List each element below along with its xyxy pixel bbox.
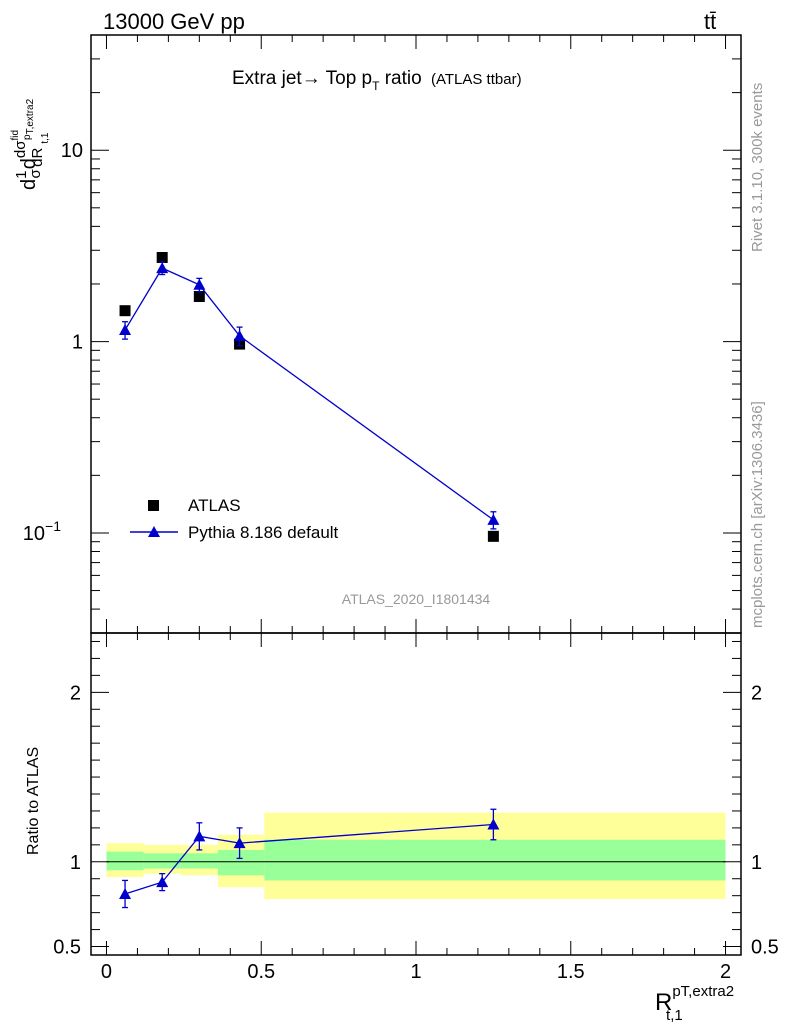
y-axis-ticks-ratio: 0.5 0.5 1 1 2 2 (53, 640, 779, 959)
y-tick-label: 1 (72, 332, 83, 354)
series-pythia (119, 261, 500, 530)
legend-label-atlas: ATLAS (188, 496, 241, 515)
legend-marker-pythia (148, 526, 160, 537)
legend-marker-atlas (148, 500, 159, 511)
rivet-label: Rivet 3.1.10, 300k events (749, 83, 766, 252)
data-point-pythia (119, 323, 132, 335)
data-point-atlas (119, 305, 131, 317)
ratio-point-pythia (233, 837, 246, 849)
ratio-y-tick-label: 0.5 (53, 937, 81, 959)
series-atlas (119, 252, 499, 542)
data-point-atlas (487, 530, 499, 542)
chart-title: Extra jet→ Top pT ratio (ATLAS ttbar) (232, 68, 522, 93)
legend-label-pythia: Pythia 8.186 default (188, 523, 339, 542)
data-point-atlas (193, 291, 205, 303)
y-axis-label: d1σddσfidpT,extra2dRt,1 (10, 98, 51, 190)
ratio-y-tick-label-right: 2 (751, 682, 762, 704)
title-main: Extra jet→ Top p (232, 68, 372, 89)
band-green-1 (143, 853, 181, 869)
band-green-3 (217, 849, 265, 876)
y-axis-ticks-main: 10 1 10−1 (23, 34, 741, 634)
ratio-plot-frame (90, 632, 742, 956)
x-tick-label: 0.5 (247, 961, 275, 983)
legend: ATLAS Pythia 8.186 default (130, 496, 339, 542)
data-point-atlas (156, 252, 168, 264)
ratio-point-pythia (487, 818, 500, 830)
title-sub: T (372, 79, 380, 93)
process-label: tt̄ (704, 9, 717, 34)
band-green-0 (106, 851, 144, 871)
ratio-point-pythia (119, 887, 132, 899)
x-axis-label: RpT,extra2 t,1 (655, 983, 734, 1024)
title-rest: ratio (379, 68, 421, 89)
x-axis-ticks: 0 0.5 1 1.5 2 (101, 35, 731, 983)
ratio-point-pythia (193, 830, 206, 842)
series-line-pythia (124, 267, 494, 521)
series-ratio-pythia (119, 808, 500, 909)
ratio-y-tick-label-right: 0.5 (751, 937, 779, 959)
svg-text:Extra jet→ Top pT ratio: Extra jet→ Top pT ratio (ATLAS ttbar) (232, 68, 522, 93)
ratio-y-tick-label-right: 1 (751, 852, 762, 874)
x-tick-label: 1 (410, 961, 421, 983)
analysis-tag: ATLAS_2020_I1801434 (342, 591, 491, 607)
main-plot-frame (90, 34, 742, 634)
data-point-pythia (487, 513, 500, 525)
ratio-y-tick-label: 2 (70, 682, 81, 704)
svg-text:d1σddσfidpT,extra2dRt,1: d1σddσfidpT,extra2dRt,1 (10, 98, 51, 190)
mcplots-label: mcplots.cern.ch [arXiv:1306.3436] (749, 401, 766, 628)
x-tick-label: 1.5 (557, 961, 585, 983)
band-green-2 (180, 853, 218, 869)
x-tick-label: 2 (720, 961, 731, 983)
data-point-pythia (233, 329, 246, 341)
ratio-point-pythia (156, 876, 169, 888)
x-tick-label: 0 (101, 961, 112, 983)
title-small: (ATLAS ttbar) (431, 71, 522, 88)
ratio-y-tick-label: 1 (70, 852, 81, 874)
band-green-4 (264, 839, 726, 881)
data-point-pythia (193, 278, 206, 290)
energy-label: 13000 GeV pp (103, 9, 245, 34)
y-tick-label: 10 (61, 140, 83, 162)
ratio-y-label: Ratio to ATLAS (25, 747, 42, 855)
y-tick-label: 10−1 (23, 518, 61, 545)
data-point-pythia (156, 262, 169, 274)
